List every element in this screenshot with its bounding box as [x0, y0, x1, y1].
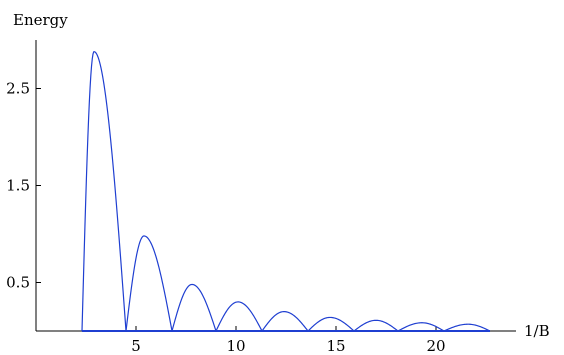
energy-arc: [307, 316, 355, 332]
axes: [35, 40, 516, 332]
x-axis-title: 1/B: [524, 322, 550, 340]
x-tick-label: 20: [426, 337, 445, 355]
energy-arc: [81, 51, 127, 332]
energy-arc: [443, 323, 491, 332]
x-tick-label: 10: [226, 337, 245, 355]
energy-arc: [397, 322, 445, 332]
y-tick-label: 2.5: [6, 80, 30, 98]
y-tick-label: 0.5: [6, 274, 30, 292]
x-tick-label: 15: [326, 337, 345, 355]
energy-arc: [353, 319, 399, 332]
energy-arc: [261, 310, 309, 332]
energy-arc: [171, 283, 217, 332]
y-axis-title: Energy: [13, 11, 68, 29]
x-ticks: 5 10 15 20: [131, 326, 446, 355]
x-tick-label: 5: [131, 337, 141, 355]
plot-area: [81, 51, 491, 332]
energy-arc: [125, 235, 173, 332]
y-ticks: 0.5 1.5 2.5: [6, 80, 41, 292]
energy-arc: [215, 301, 263, 332]
y-tick-label: 1.5: [6, 177, 30, 195]
